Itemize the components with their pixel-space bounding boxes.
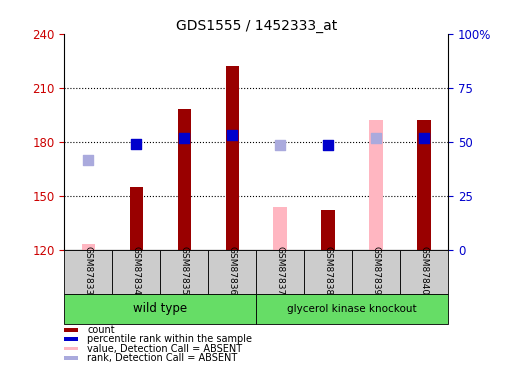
Text: GSM87838: GSM87838 xyxy=(323,246,333,296)
Bar xyxy=(64,328,78,332)
Point xyxy=(276,142,284,148)
Bar xyxy=(64,294,256,324)
Text: glycerol kinase knockout: glycerol kinase knockout xyxy=(287,304,417,314)
Text: GSM87835: GSM87835 xyxy=(180,246,189,296)
Bar xyxy=(64,337,78,341)
Text: GSM87834: GSM87834 xyxy=(132,246,141,296)
Text: GSM87836: GSM87836 xyxy=(228,246,237,296)
Bar xyxy=(273,207,287,250)
Bar xyxy=(321,210,335,250)
Bar xyxy=(82,244,95,250)
Bar xyxy=(64,346,78,351)
Bar xyxy=(400,250,448,294)
Point xyxy=(132,141,141,147)
Bar xyxy=(304,250,352,294)
Point xyxy=(84,157,93,163)
Bar xyxy=(130,187,143,250)
Text: GSM87837: GSM87837 xyxy=(276,246,285,296)
Bar xyxy=(178,110,191,250)
Point xyxy=(372,135,380,141)
Bar xyxy=(64,356,78,360)
Text: count: count xyxy=(88,325,115,334)
Text: value, Detection Call = ABSENT: value, Detection Call = ABSENT xyxy=(88,344,243,354)
Bar xyxy=(112,250,160,294)
Bar xyxy=(352,250,400,294)
Bar xyxy=(417,120,431,250)
Text: wild type: wild type xyxy=(133,302,187,315)
Point xyxy=(324,142,332,148)
Point xyxy=(180,135,188,141)
Bar xyxy=(226,66,239,250)
Text: rank, Detection Call = ABSENT: rank, Detection Call = ABSENT xyxy=(88,353,237,363)
Text: GSM87839: GSM87839 xyxy=(372,246,381,296)
Text: GSM87840: GSM87840 xyxy=(420,246,428,296)
Title: GDS1555 / 1452333_at: GDS1555 / 1452333_at xyxy=(176,19,337,33)
Bar xyxy=(64,250,112,294)
Text: GSM87833: GSM87833 xyxy=(84,246,93,296)
Point xyxy=(420,135,428,141)
Bar xyxy=(369,120,383,250)
Text: percentile rank within the sample: percentile rank within the sample xyxy=(88,334,252,344)
Bar xyxy=(160,250,208,294)
Bar xyxy=(256,294,448,324)
Point xyxy=(228,132,236,138)
Bar xyxy=(208,250,256,294)
Bar xyxy=(256,250,304,294)
